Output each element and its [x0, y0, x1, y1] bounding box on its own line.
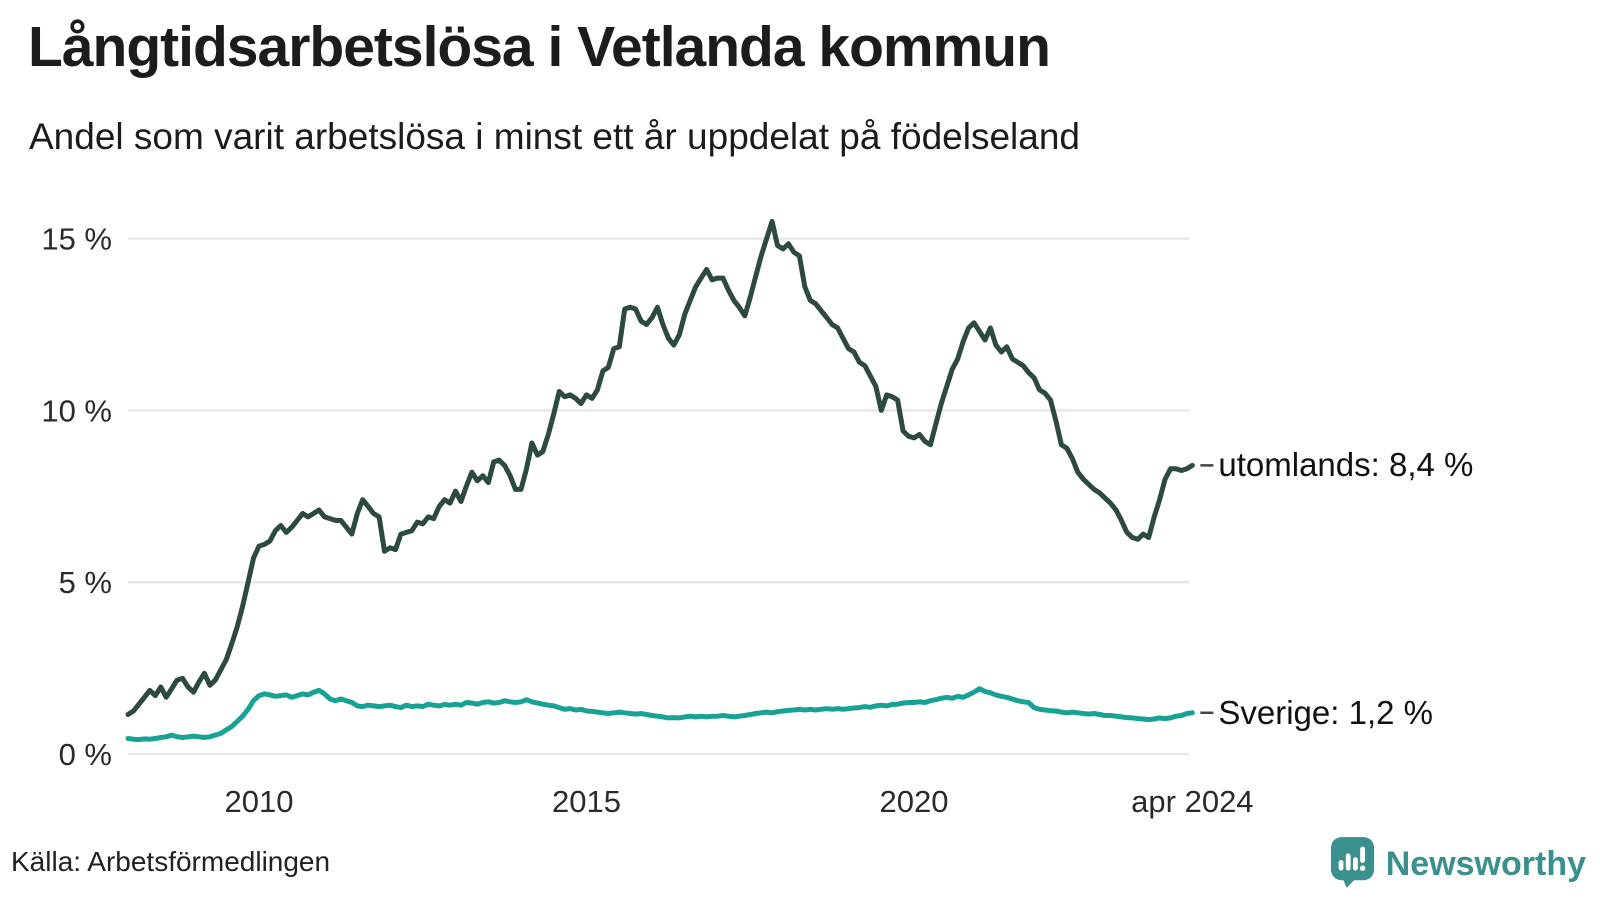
y-tick-label: 5 % [59, 565, 112, 600]
x-tick-label: 2015 [552, 784, 621, 819]
y-tick-label: 15 % [41, 222, 112, 257]
source-note: Källa: Arbetsförmedlingen [11, 846, 331, 877]
series-line-sverige [125, 686, 1195, 743]
page-title: Långtidsarbetslösa i Vetlanda kommun [28, 15, 1051, 79]
y-tick-label: 10 % [41, 393, 112, 428]
y-tick-label: 0 % [59, 737, 112, 772]
x-tick-label: 2010 [225, 784, 294, 819]
brand-name: Newsworthy [1385, 845, 1586, 883]
series-line-utomlands [125, 218, 1195, 717]
newsworthy-logo-icon [1330, 836, 1376, 893]
series-end-label-sverige: Sverige: 1,2 % [1218, 693, 1433, 731]
page-subtitle: Andel som varit arbetslösa i minst ett å… [29, 116, 1080, 157]
x-tick-label: 2020 [880, 784, 949, 819]
series-end-label-utomlands: utomlands: 8,4 % [1218, 446, 1474, 484]
x-tick-label: apr 2024 [1131, 784, 1253, 819]
brand-logo-block: Newsworthy [1330, 836, 1586, 893]
